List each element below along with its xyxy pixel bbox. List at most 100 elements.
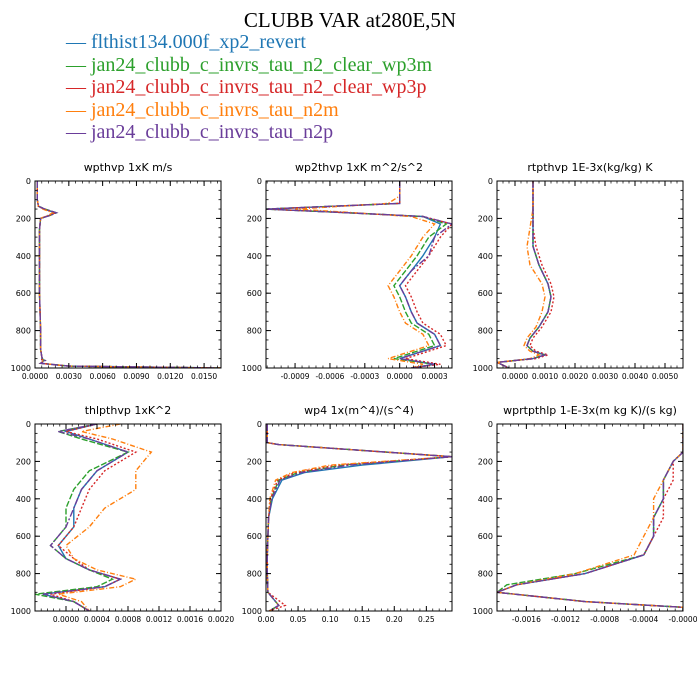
- y-tick-label: 1000: [11, 364, 31, 373]
- series-group: [35, 424, 153, 611]
- series-line-3: [50, 424, 138, 611]
- series-line-2: [35, 424, 130, 611]
- series-group: [36, 181, 221, 368]
- y-tick-label: 400: [478, 252, 493, 261]
- x-tick-label: 0.0060: [90, 372, 116, 381]
- y-tick-label: 800: [16, 570, 31, 579]
- panel-2: wp2thvp 1xK m^2/s^2 0 200 400 600 800 1000 -0.0…: [242, 161, 453, 381]
- y-tick-label: 0: [26, 420, 31, 429]
- legend-item-4: — jan24_clubb_c_invrs_tau_n2m: [66, 99, 432, 122]
- series-line-4: [36, 181, 221, 368]
- panel-6: wprtpthlp 1-E-3x(m kg K)/(s kg) 0 200 400 60…: [473, 404, 698, 624]
- y-tick-label: 0: [488, 177, 493, 186]
- legend-item-5: — jan24_clubb_c_invrs_tau_n2p: [66, 121, 432, 144]
- y-tick-label: 200: [16, 214, 31, 223]
- y-tick-label: 200: [478, 457, 493, 466]
- x-tick-label: 0.00: [258, 615, 275, 624]
- x-tick-label: -0.0003: [350, 372, 379, 381]
- series-line-2: [36, 181, 221, 368]
- x-tick-label: 0.0040: [622, 372, 648, 381]
- plot-frame: [34, 180, 222, 369]
- y-tick-label: 200: [247, 457, 262, 466]
- plot-frame: [265, 423, 453, 612]
- y-tick-label: 800: [478, 327, 493, 336]
- x-tick-label: 0.0000: [387, 372, 413, 381]
- x-tick-label: -0.0008: [590, 615, 619, 624]
- y-tick-label: 0: [488, 420, 493, 429]
- figure-title: CLUBB VAR at280E,5N: [243, 8, 457, 32]
- y-tick-label: 1000: [11, 607, 31, 616]
- legend-item-3: — jan24_clubb_c_invrs_tau_n2_clear_wp3p: [66, 76, 432, 99]
- y-tick-label: 600: [247, 532, 262, 541]
- series-line-1: [36, 181, 221, 368]
- series-line-2: [266, 424, 452, 611]
- panel-title: thlpthvp 1xK^2: [85, 404, 172, 417]
- legend-item-1: — flthist134.000f_xp2_revert: [66, 31, 432, 54]
- x-tick-label: 0.15: [354, 615, 371, 624]
- y-tick-label: 1000: [473, 607, 493, 616]
- plot-frame: [496, 180, 684, 369]
- x-tick-label: 0.0016: [177, 615, 203, 624]
- series-line-5: [497, 424, 683, 611]
- y-tick-label: 0: [257, 420, 262, 429]
- x-tick-label: 0.10: [322, 615, 339, 624]
- x-tick-label: 0.25: [418, 615, 435, 624]
- y-tick-label: 400: [247, 252, 262, 261]
- series-line-1: [266, 424, 452, 611]
- series-line-5: [42, 424, 130, 611]
- x-tick-label: -0.0009: [281, 372, 310, 381]
- y-tick-label: 1000: [473, 364, 493, 373]
- x-tick-label: 0.0150: [191, 372, 217, 381]
- y-tick-label: 400: [16, 495, 31, 504]
- x-tick-label: 0.0020: [562, 372, 588, 381]
- y-tick-label: 0: [26, 177, 31, 186]
- y-tick-label: 600: [478, 532, 493, 541]
- y-tick-label: 200: [478, 214, 493, 223]
- series-line-3: [266, 424, 452, 611]
- series-line-3: [266, 181, 452, 368]
- y-tick-label: 200: [16, 457, 31, 466]
- legend-swatch-icon: —: [66, 53, 91, 76]
- series-line-3: [497, 181, 555, 368]
- panel-4: thlpthvp 1xK^2 0 200 400 600 800 1000 0.0000 0.0…: [11, 404, 235, 624]
- x-tick-label: 0.0090: [123, 372, 149, 381]
- x-tick-label: 0.0000: [502, 372, 528, 381]
- series-line-4: [266, 424, 452, 611]
- x-tick-label: 0.20: [386, 615, 403, 624]
- x-tick-label: 0.0008: [115, 615, 141, 624]
- x-tick-label: -0.0006: [315, 372, 344, 381]
- series-line-5: [266, 181, 452, 368]
- y-tick-label: 600: [16, 532, 31, 541]
- series-line-3: [36, 181, 221, 368]
- series-line-4: [58, 424, 153, 611]
- panel-title: wp4 1x(m^4)/(s^4): [304, 404, 414, 417]
- x-tick-label: -0.0012: [551, 615, 580, 624]
- x-tick-label: 0.0012: [146, 615, 172, 624]
- x-tick-label: 0.0004: [84, 615, 110, 624]
- panel-title: wp2thvp 1xK m^2/s^2: [295, 161, 423, 174]
- x-tick-label: 0.0050: [652, 372, 678, 381]
- series-line-1: [266, 181, 442, 368]
- legend-swatch-icon: —: [66, 31, 91, 53]
- y-tick-label: 400: [247, 495, 262, 504]
- legend-label: jan24_clubb_c_invrs_tau_n2_clear_wp3p: [91, 76, 427, 99]
- y-tick-label: 1000: [242, 607, 262, 616]
- legend: — flthist134.000f_xp2_revert — jan24_clu…: [66, 31, 432, 144]
- x-tick-label: 0.0030: [56, 372, 82, 381]
- y-tick-label: 800: [478, 570, 493, 579]
- legend-label: flthist134.000f_xp2_revert: [91, 31, 306, 53]
- legend-label: jan24_clubb_c_invrs_tau_n2_clear_wp3m: [91, 53, 433, 76]
- legend-label: jan24_clubb_c_invrs_tau_n2p: [91, 121, 334, 144]
- y-tick-label: 800: [16, 327, 31, 336]
- y-tick-label: 400: [478, 495, 493, 504]
- y-tick-label: 200: [247, 214, 262, 223]
- x-tick-label: 0.0000: [22, 372, 48, 381]
- x-tick-label: 0.0030: [592, 372, 618, 381]
- series-group: [497, 181, 555, 368]
- legend-item-2: — jan24_clubb_c_invrs_tau_n2_clear_wp3m: [66, 54, 432, 77]
- series-line-5: [497, 181, 552, 368]
- y-tick-label: 800: [247, 327, 262, 336]
- y-tick-label: 400: [16, 252, 31, 261]
